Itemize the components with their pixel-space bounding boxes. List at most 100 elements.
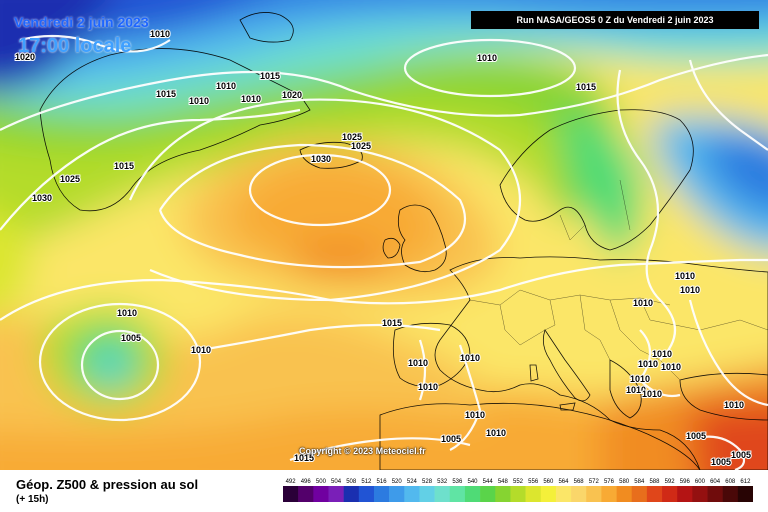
scale-tick-label: 592 <box>665 479 676 485</box>
isobar-label: 1010 <box>150 29 170 39</box>
legend-subtitle: (+ 15h) <box>16 494 49 505</box>
scale-tick-label: 492 <box>286 479 297 485</box>
scale-tick-label: 604 <box>710 479 721 485</box>
scale-tick-label: 568 <box>574 479 585 485</box>
scale-tick-label: 552 <box>513 479 524 485</box>
scale-swatch <box>707 486 723 502</box>
scale-swatch <box>419 486 435 502</box>
scale-tick-label: 608 <box>725 479 736 485</box>
isobar-label: 1015 <box>260 71 280 81</box>
isobar-label: 1015 <box>576 82 596 92</box>
scale-swatch <box>616 486 633 502</box>
isobar-label: 1010 <box>630 374 650 384</box>
scale-swatch <box>404 486 420 502</box>
scale-tick-label: 564 <box>558 479 569 485</box>
isobar-label: 1010 <box>680 285 700 295</box>
isobar-label: 1010 <box>117 308 137 318</box>
isobar-label: 1010 <box>189 96 209 106</box>
scale-swatch <box>525 486 542 502</box>
scale-swatch <box>662 486 678 502</box>
scale-tick-label: 556 <box>528 479 539 485</box>
color-scale: 492 496 500 504 508 512 516 520 524 528 532 536 540 5… <box>283 479 753 502</box>
scale-swatch <box>328 486 344 502</box>
scale-swatch <box>540 486 557 502</box>
scale-swatch <box>677 486 693 502</box>
scale-tick-label: 524 <box>407 479 418 485</box>
isobar-label: 1025 <box>342 132 362 142</box>
scale-tick-label: 536 <box>452 479 463 485</box>
scale-tick-label: 496 <box>301 479 312 485</box>
isobar-label: 1030 <box>311 154 331 164</box>
scale-tick-label: 532 <box>437 479 448 485</box>
scale-swatch <box>434 486 451 502</box>
scale-swatch <box>737 486 753 502</box>
isobar-label: 1010 <box>241 94 261 104</box>
isobars <box>0 34 768 470</box>
scale-tick-label: 572 <box>589 479 600 485</box>
isobar-label: 1010 <box>408 358 428 368</box>
scale-tick-label: 600 <box>695 479 706 485</box>
isobar-label: 1010 <box>642 389 662 399</box>
date-title: Vendredi 2 juin 2023 <box>14 14 149 30</box>
scale-swatch <box>586 486 602 502</box>
isobar-label: 1025 <box>60 174 80 184</box>
isobar-label: 1010 <box>486 428 506 438</box>
copyright-notice: Copyright © 2023 Meteociel.fr <box>299 446 426 456</box>
isobar-label: 1020 <box>15 52 35 62</box>
isobar-label: 1010 <box>633 298 653 308</box>
isobar-label: 1020 <box>282 90 302 100</box>
isobar-label: 1015 <box>382 318 402 328</box>
isobar-label: 1010 <box>652 349 672 359</box>
isobar-label: 1005 <box>686 431 706 441</box>
country-borders <box>469 179 768 381</box>
scale-tick-label: 560 <box>543 479 554 485</box>
isobar-label: 1010 <box>216 81 236 91</box>
scale-swatch <box>692 486 708 502</box>
scale-swatch <box>373 486 390 502</box>
run-info-banner: Run NASA/GEOS5 0 Z du Vendredi 2 juin 20… <box>471 11 759 29</box>
scale-swatch <box>631 486 648 502</box>
isobar-label: 1010 <box>661 362 681 372</box>
isobar-label: 1010 <box>638 359 658 369</box>
scale-swatch <box>480 486 496 502</box>
isobar-label: 1010 <box>477 53 497 63</box>
scale-tick-label: 580 <box>619 479 630 485</box>
scale-tick-label: 548 <box>498 479 509 485</box>
isobar-label: 1005 <box>121 333 141 343</box>
scale-tick-label: 588 <box>649 479 660 485</box>
isobar-label: 1015 <box>156 89 176 99</box>
scale-swatch <box>601 486 617 502</box>
isobar-label: 1010 <box>465 410 485 420</box>
scale-tick-label: 516 <box>377 479 388 485</box>
weather-map: 1010102010151010101010101015102010101015… <box>0 0 768 470</box>
isobar-labels: 1010102010151010101010101015102010101015… <box>14 28 752 468</box>
scale-tick-label: 576 <box>604 479 615 485</box>
scale-tick-label: 596 <box>680 479 691 485</box>
scale-tick-label: 508 <box>346 479 357 485</box>
legend-bar: Géop. Z500 & pression au sol (+ 15h) 492… <box>0 470 768 512</box>
isobar-label: 1010 <box>626 385 646 395</box>
scale-tick-label: 512 <box>361 479 372 485</box>
scale-swatch <box>283 486 299 502</box>
scale-swatch <box>571 486 587 502</box>
isobar-label: 1010 <box>675 271 695 281</box>
scale-swatch <box>358 486 375 502</box>
isobar-label: 1025 <box>351 141 371 151</box>
isobar-label: 1005 <box>731 450 751 460</box>
scale-tick-label: 504 <box>331 479 342 485</box>
isobar-label: 1015 <box>114 161 134 171</box>
scale-tick-label: 612 <box>740 479 751 485</box>
scale-swatch <box>449 486 466 502</box>
isobar-label: 1010 <box>418 382 438 392</box>
scale-swatch <box>495 486 511 502</box>
isobar-label: 1010 <box>724 400 744 410</box>
scale-swatch <box>464 486 481 502</box>
scale-tick-label: 544 <box>483 479 494 485</box>
legend-title: Géop. Z500 & pression au sol <box>16 477 199 492</box>
isobar-label: 1015 <box>294 453 314 463</box>
isobar-label: 1010 <box>460 353 480 363</box>
scale-swatch <box>646 486 663 502</box>
scale-swatch <box>510 486 526 502</box>
scale-tick-label: 520 <box>392 479 403 485</box>
scale-swatch <box>722 486 739 502</box>
